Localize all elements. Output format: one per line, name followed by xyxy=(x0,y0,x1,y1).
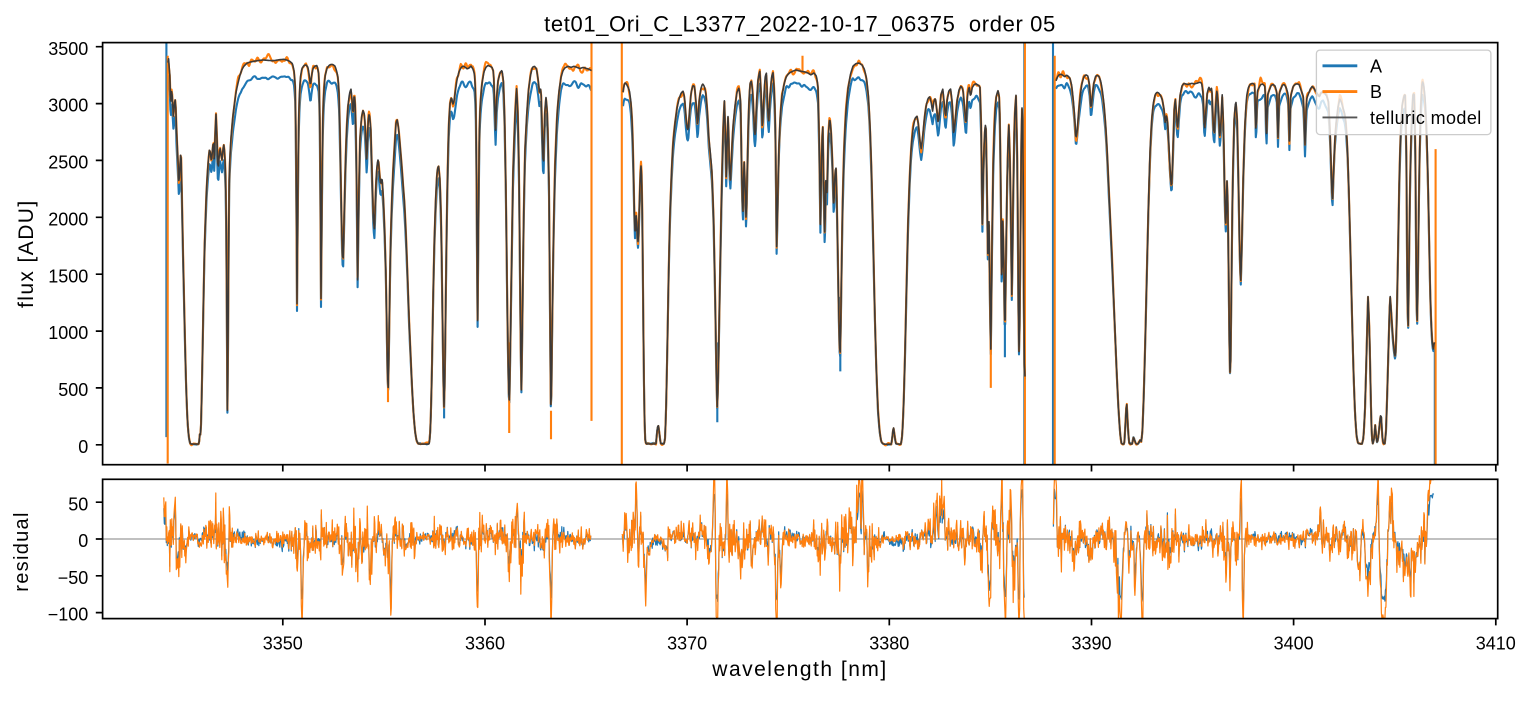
svg-text:3500: 3500 xyxy=(48,39,88,59)
svg-text:1500: 1500 xyxy=(48,266,88,286)
svg-text:2500: 2500 xyxy=(48,153,88,173)
svg-text:50: 50 xyxy=(68,494,88,514)
svg-text:3360: 3360 xyxy=(465,634,505,654)
svg-text:3400: 3400 xyxy=(1274,634,1314,654)
svg-text:3390: 3390 xyxy=(1071,634,1111,654)
svg-text:B: B xyxy=(1370,82,1382,102)
svg-text:0: 0 xyxy=(78,437,88,457)
svg-text:3410: 3410 xyxy=(1476,634,1516,654)
svg-text:−50: −50 xyxy=(58,568,89,588)
svg-text:3370: 3370 xyxy=(667,634,707,654)
svg-text:2000: 2000 xyxy=(48,209,88,229)
svg-text:0: 0 xyxy=(78,531,88,551)
svg-text:500: 500 xyxy=(58,380,88,400)
svg-text:wavelength [nm]: wavelength [nm] xyxy=(711,658,887,681)
svg-text:telluric model: telluric model xyxy=(1370,108,1482,128)
svg-text:3000: 3000 xyxy=(48,96,88,116)
svg-text:flux [ADU]: flux [ADU] xyxy=(15,199,38,308)
svg-text:residual: residual xyxy=(11,511,33,591)
svg-text:3380: 3380 xyxy=(869,634,909,654)
svg-text:tet01_Ori_C_L3377_2022-10-17_0: tet01_Ori_C_L3377_2022-10-17_06375 order… xyxy=(544,12,1056,37)
svg-text:1000: 1000 xyxy=(48,323,88,343)
svg-text:3350: 3350 xyxy=(263,634,303,654)
svg-text:A: A xyxy=(1370,56,1382,76)
svg-text:−100: −100 xyxy=(48,605,89,625)
